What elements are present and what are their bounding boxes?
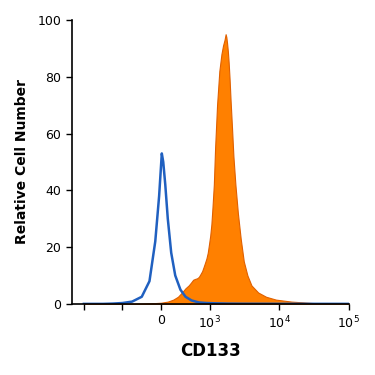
X-axis label: CD133: CD133	[180, 342, 240, 360]
Y-axis label: Relative Cell Number: Relative Cell Number	[15, 80, 29, 245]
